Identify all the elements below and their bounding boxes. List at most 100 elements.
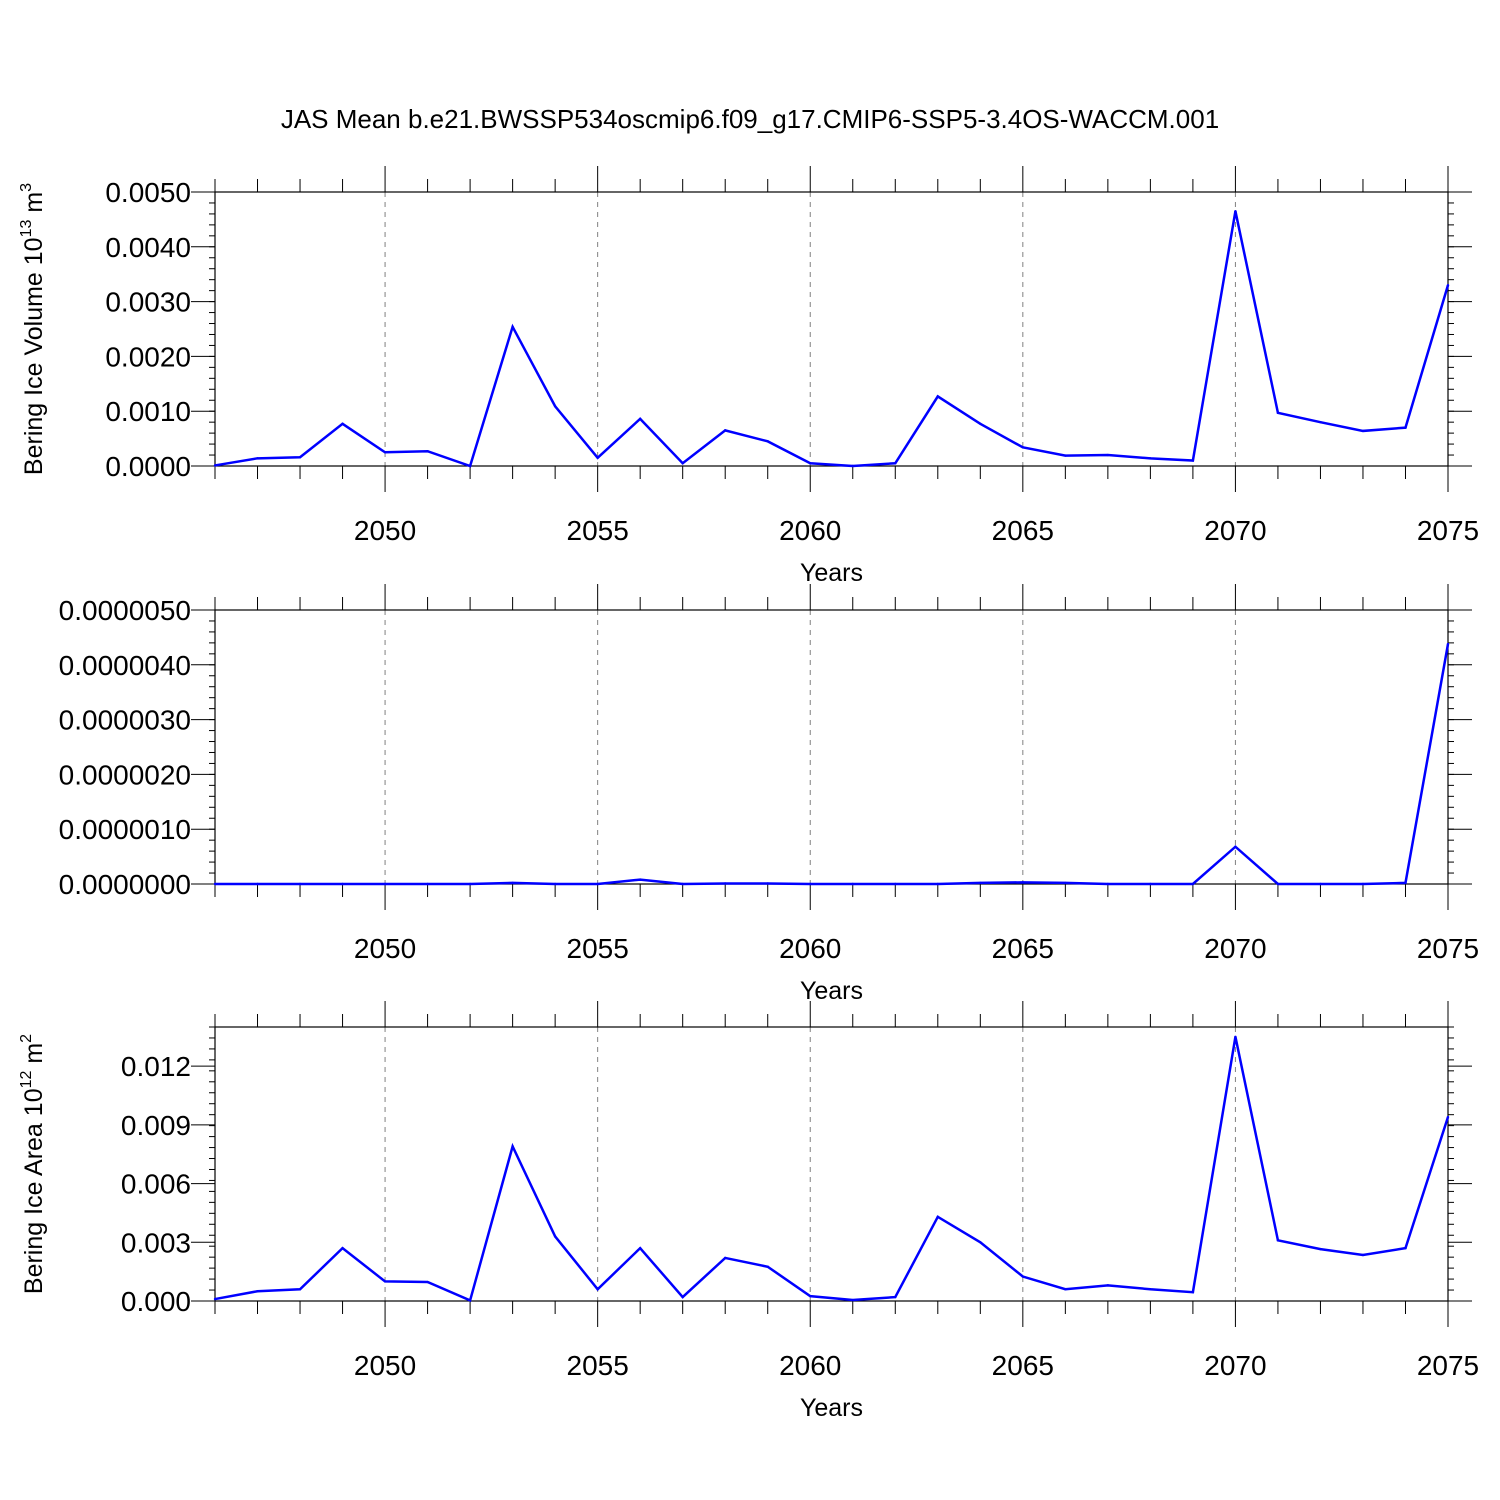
data-point [1191,1290,1195,1294]
data-point [383,451,387,454]
x-tick-label: 2065 [992,515,1054,546]
x-tick-label: 2055 [567,1350,629,1381]
data-point [979,422,982,426]
data-point [638,417,642,421]
data-point [766,1265,769,1268]
data-point [1064,1288,1067,1291]
data-point [213,464,217,467]
data-point [1021,1275,1025,1278]
y-tick-label: 0.0010 [105,396,191,427]
chart-title: JAS Mean b.e21.BWSSP534oscmip6.f09_g17.C… [281,104,1219,134]
data-point [1106,453,1110,457]
x-tick-label: 2060 [779,515,841,546]
data-point [1234,209,1237,213]
x-tick-label: 2055 [567,515,629,546]
data-point [341,422,344,426]
data-point [383,1280,387,1283]
data-point [1149,457,1152,460]
data-point [298,882,302,886]
y-axis-title: Bering Ice Area 1012 m2 [18,1034,48,1294]
x-tick-label: 2050 [354,933,416,964]
y-axis-title: Bering Ice Volume 1013 m3 [18,183,48,475]
data-point [256,1290,259,1293]
data-point [298,1288,302,1291]
data-point [1191,459,1195,462]
data-point [1234,845,1237,848]
data-point [979,1241,982,1244]
y-tick-label: 0.0000050 [59,595,191,626]
data-point [1319,420,1322,424]
plot-frame [214,609,1449,885]
data-point [1361,882,1365,886]
series-line [215,643,1450,886]
y-tick-label: 0.0000000 [59,869,191,900]
data-point [511,881,514,885]
data-point [383,882,387,886]
data-point [1404,426,1407,429]
chart-panels: 0.0000 0.0010 0.0020 0.0030 0.0040 0.0050 2050… [18,166,1479,1422]
data-point [1276,1239,1280,1242]
data-point [724,882,727,885]
data-point [468,464,472,468]
data-point [511,325,514,329]
data-point [638,1246,642,1250]
data-point [1106,882,1110,886]
data-point [1404,881,1407,885]
data-point [341,882,344,886]
y-tick-label: 0.012 [121,1051,191,1082]
data-point [809,882,812,886]
data-point [298,456,302,459]
y-tick-label: 0.006 [121,1169,191,1200]
y-tick-label: 0.0000010 [59,814,191,845]
x-axis-title: Years [800,559,863,587]
data-point [681,462,684,465]
x-tick-label: 2060 [779,1350,841,1381]
data-point [1319,1247,1322,1251]
data-point [596,1288,599,1291]
data-point [851,882,854,886]
data-point [341,1246,344,1250]
data-point [1149,882,1152,886]
data-point [1319,882,1322,886]
y-tick-label: 0.0000030 [59,705,191,736]
y-tick-label: 0.000 [121,1286,191,1317]
data-point [1021,881,1025,884]
data-point [213,1297,217,1301]
data-point [1064,454,1067,457]
data-point [256,882,259,886]
data-point [1404,1246,1407,1250]
data-point [894,462,897,465]
series-line [214,210,1450,468]
x-tick-label: 2070 [1204,515,1266,546]
x-tick-label: 2060 [779,933,841,964]
data-point [638,878,642,881]
data-point [766,440,769,443]
y-tick-label: 0.0000040 [59,650,191,681]
y-tick-label: 0.0000020 [59,759,191,790]
data-point [724,1256,727,1260]
x-tick-label: 2065 [992,1350,1054,1381]
x-tick-label: 2070 [1204,933,1266,964]
x-tick-label: 2050 [354,515,416,546]
panel-2: 0.0000000 0.0000010 0.0000020 0.0000030 0.00… [59,584,1479,1005]
x-tick-label: 2050 [354,1350,416,1381]
data-point [468,882,472,886]
data-point [936,882,939,886]
data-point [596,882,599,886]
data-point [936,1215,939,1219]
data-point [1149,1288,1152,1291]
data-point [851,464,854,468]
data-point [681,882,684,886]
x-tick-label: 2075 [1417,933,1479,964]
data-point [1191,882,1195,886]
x-tick-label: 2070 [1204,1350,1266,1381]
data-point [1446,642,1450,646]
data-point [894,882,897,886]
data-point [1064,881,1067,885]
x-tick-label: 2075 [1417,1350,1479,1381]
panel-3: 0.000 0.003 0.006 0.009 0.012 2050 2055 2060 206… [18,1001,1479,1422]
data-point [809,1294,812,1298]
data-point [426,450,429,453]
data-point [1361,1253,1365,1257]
